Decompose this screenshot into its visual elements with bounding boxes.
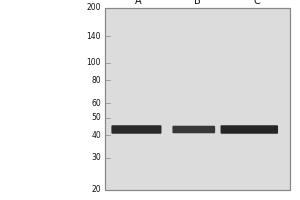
Text: 100: 100 <box>86 58 101 67</box>
Text: 80: 80 <box>92 76 101 85</box>
FancyBboxPatch shape <box>111 125 161 134</box>
FancyBboxPatch shape <box>172 126 215 133</box>
Text: 50: 50 <box>91 113 101 122</box>
Text: 140: 140 <box>86 32 101 41</box>
Text: A: A <box>135 0 142 6</box>
Text: 60: 60 <box>91 99 101 108</box>
Text: kDa: kDa <box>80 0 101 2</box>
Text: 20: 20 <box>92 186 101 194</box>
Text: C: C <box>253 0 260 6</box>
FancyBboxPatch shape <box>220 125 278 134</box>
Text: 40: 40 <box>91 131 101 140</box>
Bar <box>105 8 290 190</box>
Text: 200: 200 <box>86 3 101 12</box>
Text: 30: 30 <box>91 153 101 162</box>
Text: B: B <box>194 0 201 6</box>
Bar <box>105 8 290 190</box>
